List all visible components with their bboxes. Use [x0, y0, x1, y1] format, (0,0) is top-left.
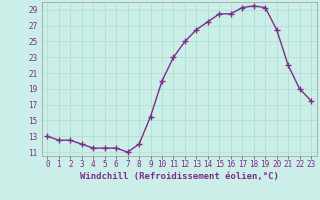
X-axis label: Windchill (Refroidissement éolien,°C): Windchill (Refroidissement éolien,°C) — [80, 172, 279, 181]
